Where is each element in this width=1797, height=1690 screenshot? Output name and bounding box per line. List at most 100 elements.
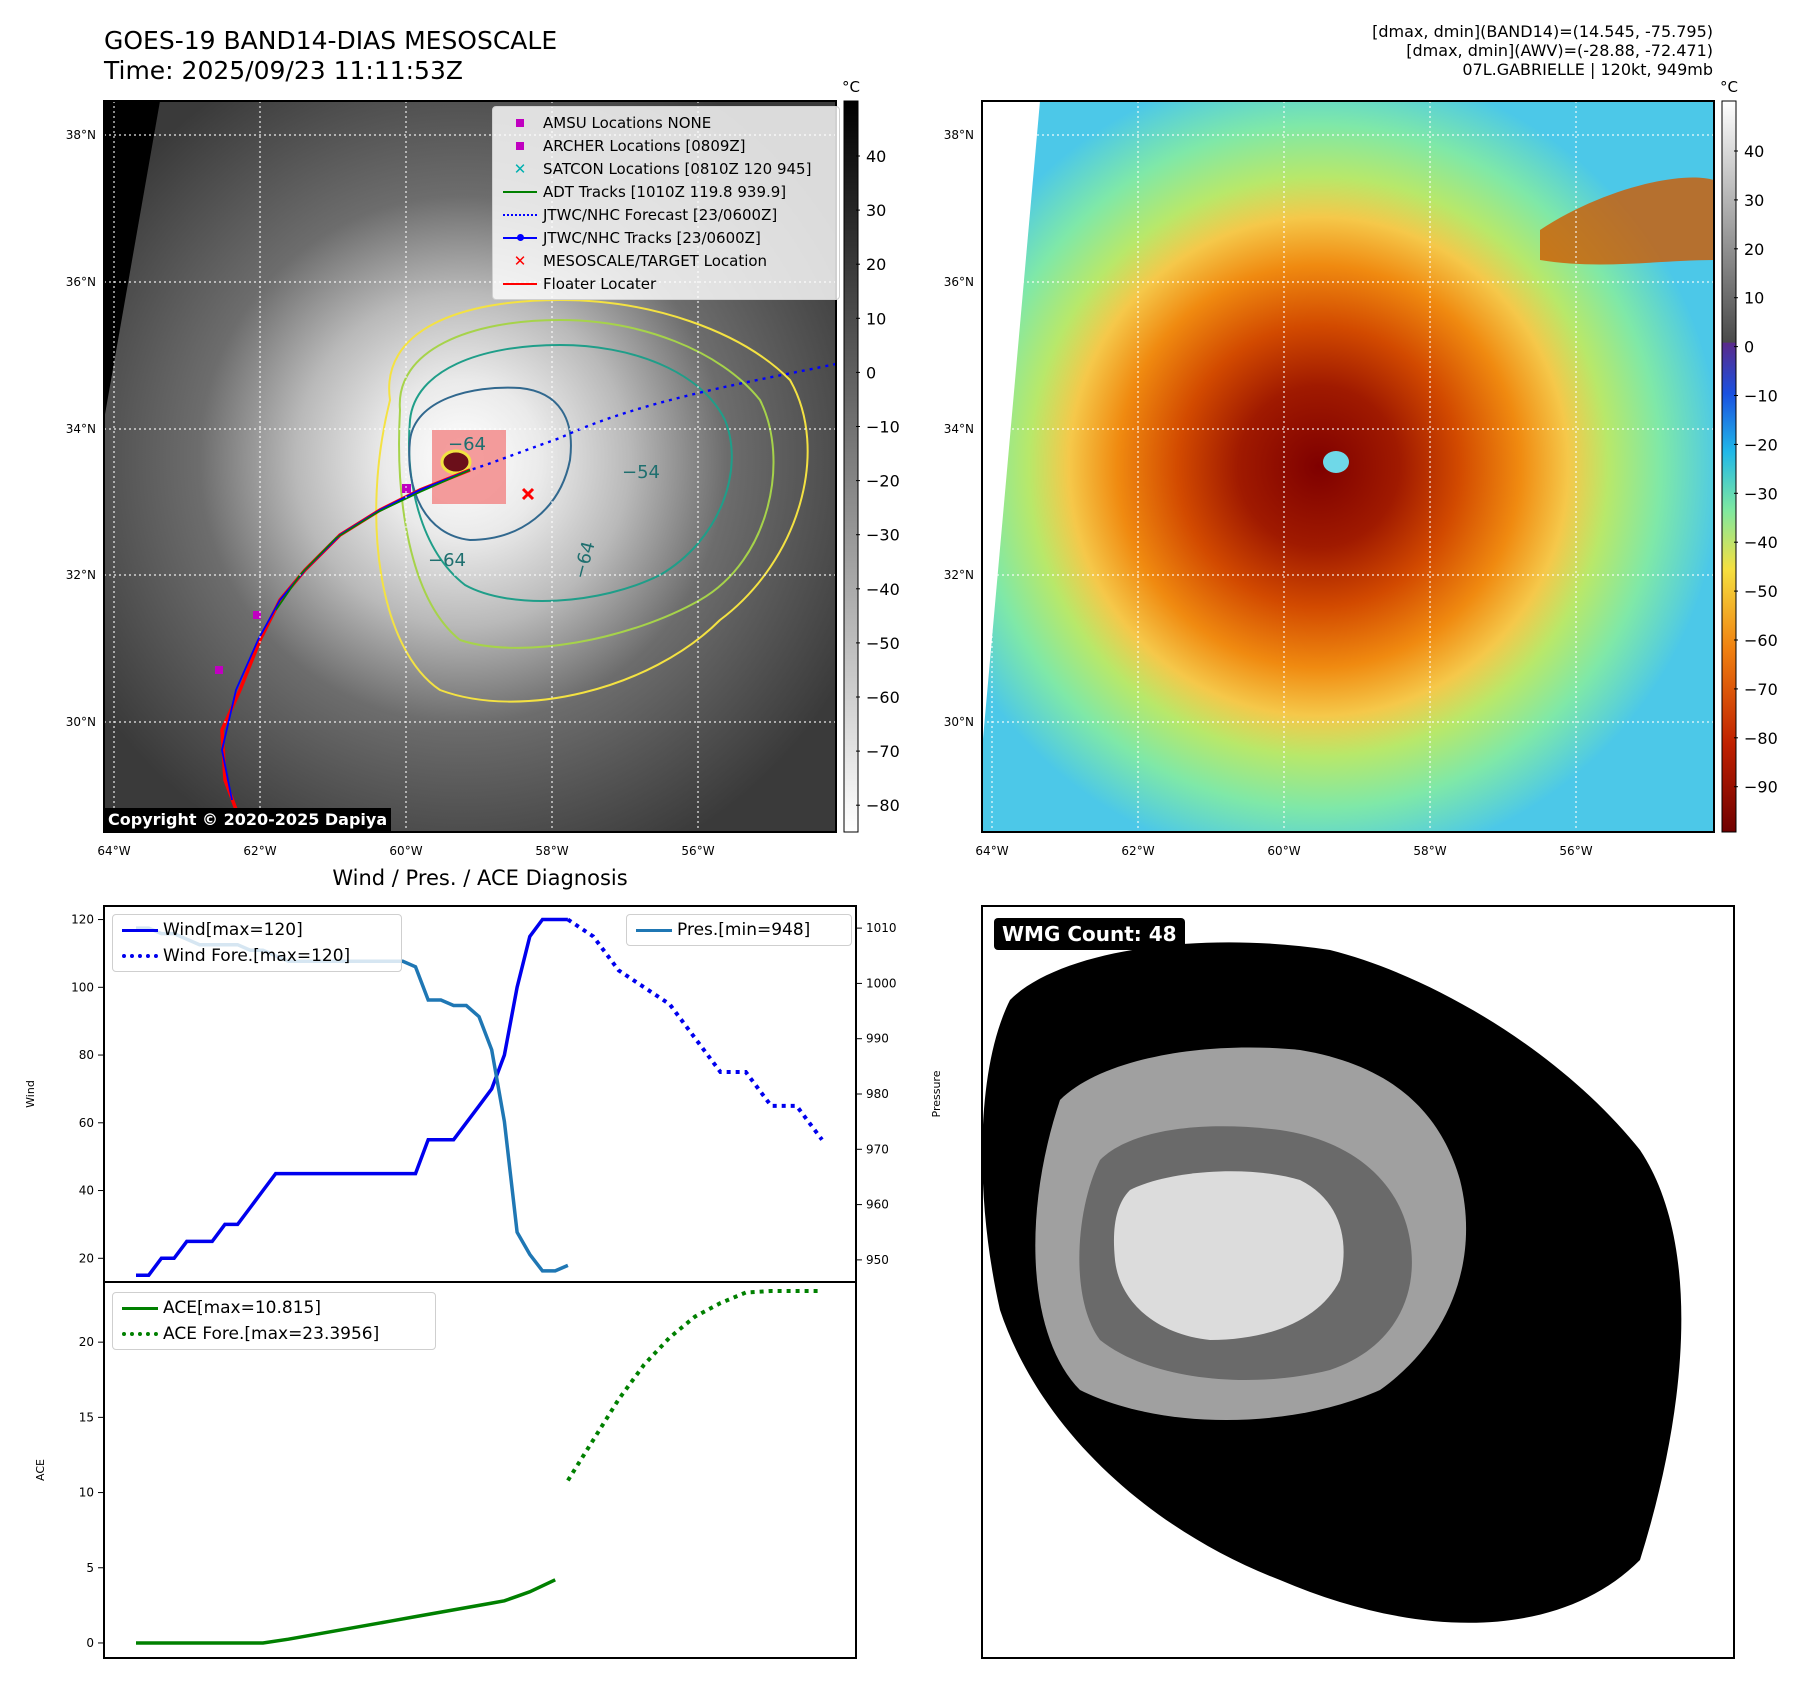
line-icon xyxy=(631,928,677,932)
colorbar-tick-label: −80 xyxy=(866,796,900,815)
lon-label-left: 62°W xyxy=(243,844,276,858)
archer-marker xyxy=(253,611,261,619)
stats-band14: [dmax, dmin](BAND14)=(14.545, -75.795) xyxy=(1372,22,1713,41)
pressure-legend: Pres.[min=948] xyxy=(626,914,852,946)
colorbar-tick-label: 30 xyxy=(866,201,886,220)
legend-item-archer: ARCHER Locations [0809Z] xyxy=(497,134,835,157)
wind-tick-label: 80 xyxy=(79,1048,94,1062)
line-icon xyxy=(497,190,543,193)
lat-label-right: 38°N xyxy=(944,128,974,142)
pressure-tick-label: 950 xyxy=(866,1253,889,1267)
legend-label: Wind[max=120] xyxy=(163,920,303,940)
pressure-ticks: 1010 1000 990 980 970 960 950 xyxy=(856,921,897,1267)
colorbar-tick-label: 10 xyxy=(866,309,886,328)
colorbar-tick-label: −90 xyxy=(1744,778,1778,797)
figure-stats: [dmax, dmin](BAND14)=(14.545, -75.795) [… xyxy=(1372,22,1713,79)
lat-label-right: 32°N xyxy=(944,568,974,582)
map-tick-labels: 38°N 36°N 34°N 32°N 30°N 64°W 62°W 60°W … xyxy=(66,128,1593,858)
legend-item-amsu: AMSU Locations NONE xyxy=(497,111,835,134)
x-marker-icon: ✕ xyxy=(513,251,527,270)
contours-left xyxy=(375,298,809,703)
colorbar-tick-label: −50 xyxy=(1744,582,1778,601)
gridlines-right xyxy=(982,101,1714,832)
lat-label-left: 30°N xyxy=(66,715,96,729)
lat-label-left: 32°N xyxy=(66,568,96,582)
lat-label-left: 36°N xyxy=(66,275,96,289)
colorbar-tick-label: −60 xyxy=(1744,631,1778,650)
lat-label-right: 30°N xyxy=(944,715,974,729)
legend-item-forecast: JTWC/NHC Forecast [23/0600Z] xyxy=(497,203,835,226)
pressure-axis-label: Pressure xyxy=(930,1070,943,1117)
legend-label: AMSU Locations NONE xyxy=(543,113,712,132)
colorbar-tick-label: 40 xyxy=(866,147,886,166)
title-line-time: Time: 2025/09/23 11:11:53Z xyxy=(104,56,463,85)
legend-item-ace-fore: ACE Fore.[max=23.3956] xyxy=(117,1321,431,1347)
contour-label: −64 xyxy=(448,434,486,455)
copyright-label: Copyright © 2020-2025 Dapiya xyxy=(104,808,392,831)
archer-marker xyxy=(215,666,223,674)
diagnosis-title: Wind / Pres. / ACE Diagnosis xyxy=(332,866,627,890)
legend-label: MESOSCALE/TARGET Location xyxy=(543,251,768,270)
legend-label: ACE[max=10.815] xyxy=(163,1298,321,1318)
title-line-product: GOES-19 BAND14-DIAS MESOSCALE xyxy=(104,26,558,55)
legend-item-satcon: ✕ SATCON Locations [0810Z 120 945] xyxy=(497,157,835,180)
ace-tick-label: 5 xyxy=(86,1561,94,1575)
no-data-wedge-right xyxy=(982,101,1040,750)
pressure-tick-label: 1000 xyxy=(866,976,897,990)
legend-item-wind-fore: Wind Fore.[max=120] xyxy=(117,943,397,969)
ace-axis-label: ACE xyxy=(34,1459,47,1481)
figure-title: GOES-19 BAND14-DIAS MESOSCALE Time: 2025… xyxy=(104,26,557,86)
legend-item-tracks: JTWC/NHC Tracks [23/0600Z] xyxy=(497,226,835,249)
archer-markers xyxy=(215,484,411,674)
legend-label: JTWC/NHC Tracks [23/0600Z] xyxy=(543,228,761,247)
left-colorbar-unit: °C xyxy=(842,78,860,96)
colorbar-tick-label: −60 xyxy=(866,688,900,707)
dotted-line-icon xyxy=(497,213,543,216)
colorbar-tick-label: 30 xyxy=(1744,191,1764,210)
colorbar-tick-label: −20 xyxy=(866,472,900,491)
ace-legend: ACE[max=10.815] ACE Fore.[max=23.3956] xyxy=(112,1292,436,1350)
lon-label-right: 58°W xyxy=(1413,844,1446,858)
eye-contour xyxy=(440,449,472,475)
pressure-tick-label: 980 xyxy=(866,1087,889,1101)
contour-outer-yellow xyxy=(375,298,809,703)
colorbar-tick-label: −10 xyxy=(866,418,900,437)
colorbar-tick-label: −10 xyxy=(1744,387,1778,406)
wind-tick-label: 40 xyxy=(79,1184,94,1198)
legend-item-pressure: Pres.[min=948] xyxy=(631,917,847,943)
lon-label-left: 56°W xyxy=(681,844,714,858)
lon-label-left: 64°W xyxy=(97,844,130,858)
lon-label-right: 64°W xyxy=(975,844,1008,858)
map-legend: AMSU Locations NONE ARCHER Locations [08… xyxy=(492,106,840,300)
right-ir-map xyxy=(982,101,1714,832)
legend-label: ACE Fore.[max=23.3956] xyxy=(163,1324,380,1344)
ace-forecast-line xyxy=(566,1289,822,1482)
colorbar-tick-label: 0 xyxy=(866,363,876,382)
wind-axis-label: Wind xyxy=(24,1080,37,1108)
eye-warm-spot xyxy=(1323,451,1349,473)
legend-label: SATCON Locations [0810Z 120 945] xyxy=(543,159,812,178)
legend-label: ADT Tracks [1010Z 119.8 939.9] xyxy=(543,182,787,201)
wind-tick-label: 60 xyxy=(79,1116,94,1130)
colorbar-tick-label: −30 xyxy=(866,526,900,545)
contour-blue xyxy=(408,386,572,542)
wind-tick-label: 20 xyxy=(79,1251,94,1265)
x-marker-icon: ✕ xyxy=(513,159,527,178)
ace-line xyxy=(136,1578,556,1645)
lon-label-right: 60°W xyxy=(1267,844,1300,858)
left-colorbar xyxy=(843,100,859,833)
legend-label: Wind Fore.[max=120] xyxy=(163,946,351,966)
legend-item-floater: Floater Locater xyxy=(497,272,835,295)
archer-marker xyxy=(402,484,411,493)
legend-label: ARCHER Locations [0809Z] xyxy=(543,136,746,155)
colorbar-tick-label: 10 xyxy=(1744,289,1764,308)
pressure-tick-label: 990 xyxy=(866,1032,889,1046)
no-data-wedge xyxy=(104,101,160,420)
legend-item-ace: ACE[max=10.815] xyxy=(117,1295,431,1321)
legend-label: JTWC/NHC Forecast [23/0600Z] xyxy=(543,205,778,224)
square-marker-icon xyxy=(497,118,543,127)
contour-teal xyxy=(408,343,733,602)
wmg-core xyxy=(1113,1171,1344,1340)
contour-label: −64 xyxy=(428,550,466,571)
